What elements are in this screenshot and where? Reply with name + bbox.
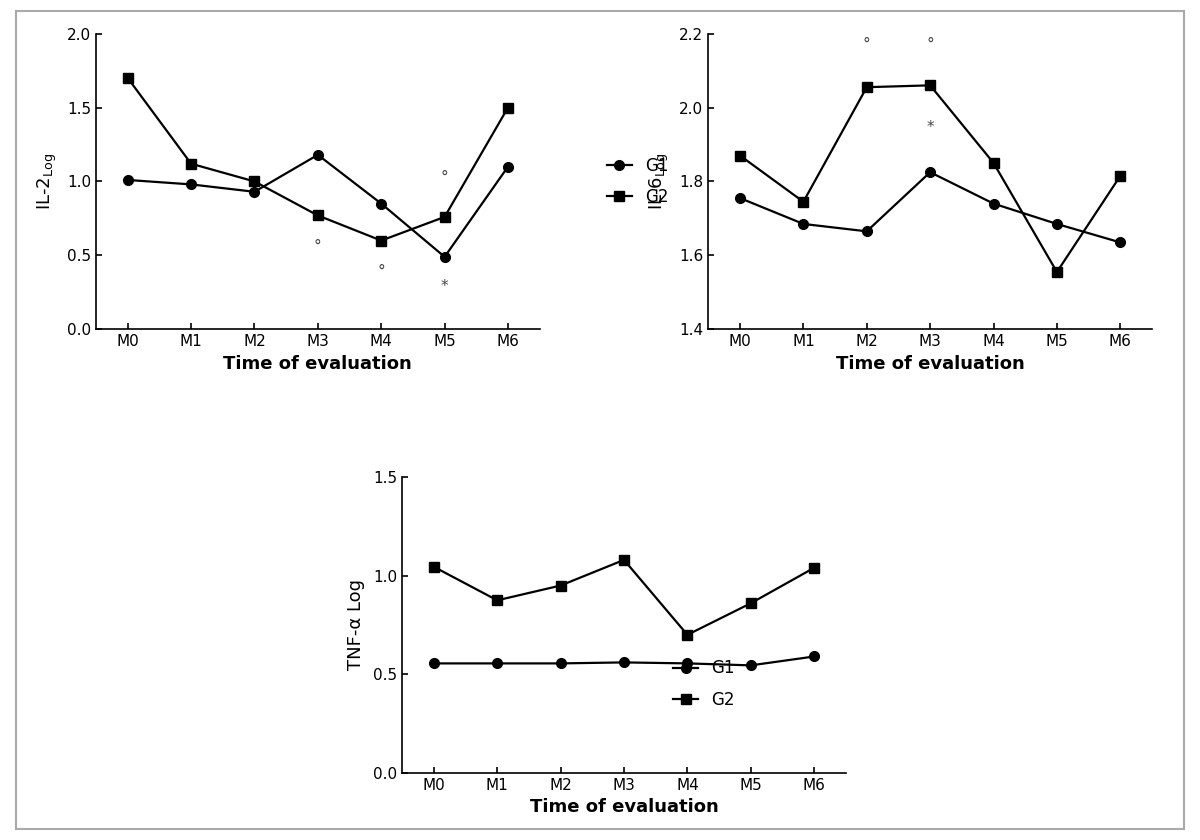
Line: G1: G1 bbox=[736, 167, 1126, 247]
G1 bbox=[120, 175, 134, 185]
G1 bbox=[427, 659, 442, 669]
G1 bbox=[733, 193, 748, 203]
G2 bbox=[744, 598, 758, 608]
G1 bbox=[247, 186, 262, 197]
Text: °: ° bbox=[863, 36, 871, 51]
G2 bbox=[438, 212, 452, 222]
Line: G2: G2 bbox=[428, 555, 820, 640]
G1 bbox=[617, 658, 631, 668]
G2 bbox=[184, 159, 198, 169]
X-axis label: Time of evaluation: Time of evaluation bbox=[835, 354, 1025, 373]
Y-axis label: TNF-α Log: TNF-α Log bbox=[347, 580, 365, 670]
G1 bbox=[500, 161, 515, 171]
G2 bbox=[1050, 267, 1064, 277]
G2 bbox=[617, 555, 631, 565]
Text: *: * bbox=[440, 279, 449, 294]
G1 bbox=[744, 660, 758, 670]
Legend: G1, G2: G1, G2 bbox=[668, 654, 740, 714]
G2 bbox=[796, 197, 810, 207]
G2 bbox=[490, 596, 504, 606]
G2 bbox=[859, 82, 874, 92]
X-axis label: Time of evaluation: Time of evaluation bbox=[529, 798, 719, 816]
G2 bbox=[806, 563, 821, 573]
G1 bbox=[1114, 238, 1128, 248]
Line: G1: G1 bbox=[428, 652, 820, 670]
G2 bbox=[247, 176, 262, 186]
G1 bbox=[796, 219, 810, 229]
G2 bbox=[311, 210, 325, 220]
G1 bbox=[311, 150, 325, 160]
Line: G2: G2 bbox=[736, 81, 1126, 277]
Text: °: ° bbox=[377, 264, 385, 279]
G2 bbox=[923, 81, 937, 91]
Line: G2: G2 bbox=[122, 73, 512, 245]
G1 bbox=[986, 198, 1001, 208]
G2 bbox=[733, 150, 748, 160]
G2 bbox=[680, 630, 695, 640]
G2 bbox=[986, 158, 1001, 168]
G1 bbox=[184, 180, 198, 190]
Text: °: ° bbox=[440, 170, 449, 185]
G2 bbox=[120, 73, 134, 83]
Y-axis label: IL-2$_{\mathregular{Log}}$: IL-2$_{\mathregular{Log}}$ bbox=[36, 153, 59, 210]
G1 bbox=[1050, 219, 1064, 229]
G1 bbox=[859, 226, 874, 236]
G1 bbox=[438, 252, 452, 262]
G2 bbox=[374, 235, 389, 245]
Legend: G1, G2: G1, G2 bbox=[601, 152, 673, 211]
G1 bbox=[680, 659, 695, 669]
Line: G1: G1 bbox=[122, 150, 512, 262]
Text: *: * bbox=[926, 120, 934, 135]
G2 bbox=[553, 580, 568, 591]
Text: °: ° bbox=[926, 36, 934, 51]
G1 bbox=[806, 652, 821, 662]
Text: °: ° bbox=[314, 239, 322, 254]
G2 bbox=[1114, 171, 1128, 181]
G1 bbox=[490, 659, 504, 669]
G2 bbox=[427, 562, 442, 572]
G1 bbox=[553, 659, 568, 669]
Y-axis label: IL-6$_{\mathregular{Log}}$: IL-6$_{\mathregular{Log}}$ bbox=[648, 153, 671, 210]
G1 bbox=[923, 167, 937, 177]
G2 bbox=[500, 102, 515, 113]
G1 bbox=[374, 198, 389, 208]
X-axis label: Time of evaluation: Time of evaluation bbox=[223, 354, 413, 373]
